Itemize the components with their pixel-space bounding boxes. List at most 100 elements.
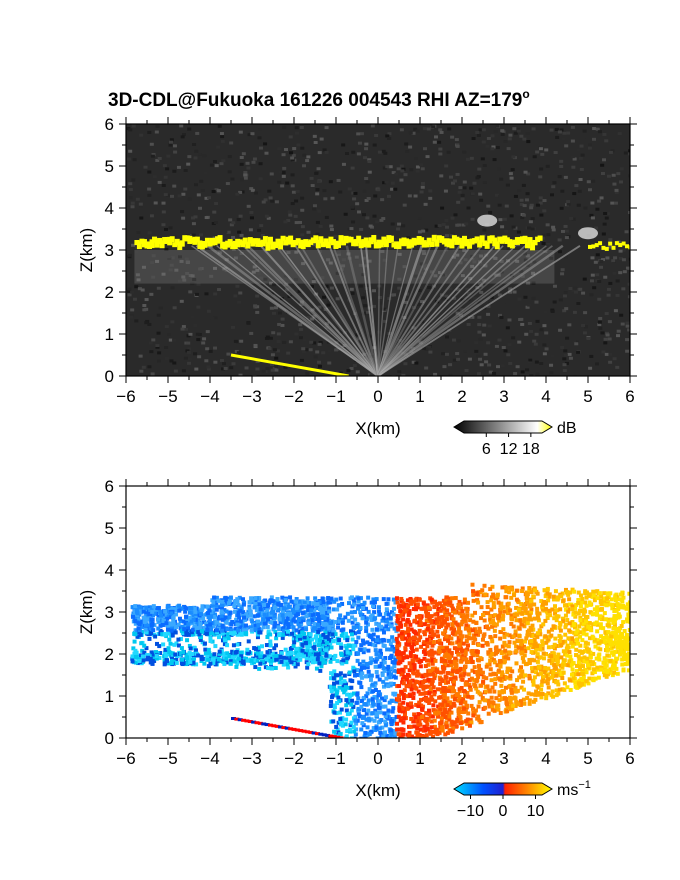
noise-pixel [498,194,503,198]
velocity-pixel-positive [450,596,455,601]
noise-pixel [149,142,154,146]
cloud-echo [343,235,349,244]
noise-pixel [128,182,133,186]
noise-pixel [264,214,269,218]
noise-pixel [567,323,572,327]
cloud-echo [494,241,500,250]
velocity-pixel-negative [240,623,245,628]
noise-pixel [266,216,271,220]
velocity-pixel-positive [529,590,534,595]
velocity-pixel-negative [310,637,315,642]
noise-pixel [369,373,374,376]
velocity-pixel-positive [627,591,630,596]
velocity-pixel-positive [611,652,616,657]
velocity-pixel-negative [247,600,252,605]
velocity-pixel-negative [233,630,238,635]
velocity-pixel-negative [382,668,387,673]
velocity-pixel-negative [203,651,208,656]
beam-streak [345,245,380,376]
velocity-pixel-negative [176,637,181,642]
noise-pixel [282,340,287,344]
velocity-pixel-negative [236,656,241,661]
velocity-pixel-negative [161,642,166,647]
noise-pixel [361,296,366,300]
velocity-pixel-negative [151,652,156,657]
velocity-pixel-positive [445,608,450,613]
velocity-pixel-negative [300,642,305,647]
velocity-pixel-negative [344,717,349,722]
velocity-pixel-negative [210,639,215,644]
velocity-pixel-positive [579,650,584,655]
noise-pixel [257,136,262,140]
velocity-pixel-negative [349,685,354,690]
noise-pixel [196,305,201,309]
velocity-pixel-negative [337,699,342,704]
velocity-pixel-negative [359,699,364,704]
velocity-pixel-negative [321,608,326,613]
beam-streak [376,245,424,376]
velocity-pixel-positive [458,638,463,643]
velocity-pixel-positive [471,641,476,646]
velocity-pixel-positive [408,622,413,627]
velocity-pixel-positive [435,687,440,692]
velocity-pixel-negative [321,639,326,644]
noise-pixel [513,372,518,376]
velocity-pixel-negative [333,632,338,637]
cloud-echo [472,238,478,244]
velocity-pixel-negative [384,601,389,606]
velocity-pixel-negative [274,643,279,648]
velocity-pixel-negative [184,629,189,634]
velocity-pixel-negative [232,604,237,609]
velocity-pixel-positive [587,676,592,681]
velocity-pixel-positive [614,640,619,645]
noise-pixel [217,251,222,255]
noise-pixel [441,223,446,227]
noise-pixel [324,126,329,130]
velocity-pixel-positive [523,649,528,654]
beam-streak [234,245,379,376]
noise-pixel [194,149,199,153]
velocity-pixel-negative [199,608,204,613]
noise-pixel [341,162,346,166]
noise-pixel [278,170,283,174]
velocity-pixel-negative [362,734,367,738]
noise-pixel [317,209,322,213]
noise-pixel [400,169,405,173]
velocity-pixel-positive [411,599,416,604]
noise-pixel [368,224,373,228]
noise-pixel [497,293,502,297]
velocity-pixel-negative [173,652,178,657]
velocity-pixel-negative [163,650,168,655]
velocity-pixel-negative [368,661,373,666]
cloud-echo [285,236,291,245]
noise-pixel [611,259,616,263]
velocity-pixel-negative [141,609,146,614]
velocity-pixel-negative [159,613,164,618]
noise-pixel [335,297,340,301]
noise-pixel [126,157,131,161]
noise-pixel [625,349,630,353]
cloud-echo [245,241,251,249]
noise-pixel [280,323,285,327]
cloud-echo [404,238,410,245]
noise-pixel [590,273,595,277]
noise-pixel [237,300,242,304]
velocity-pixel-negative [222,661,227,666]
noise-pixel [375,220,380,224]
velocity-pixel-negative [336,625,341,630]
velocity-pixel-negative [226,601,231,606]
cloud-echo [535,236,541,243]
velocity-pixel-positive [455,646,460,651]
cloud-echo [169,236,175,243]
velocity-pixel-negative [380,663,385,668]
velocity-pixel-negative [207,608,212,613]
noise-pixel [173,369,178,373]
noise-pixel [597,323,602,327]
velocity-pixel-negative [313,634,318,639]
velocity-pixel-positive [436,634,441,639]
noise-pixel [128,196,133,200]
noise-pixel [238,373,243,376]
velocity-pixel-negative [317,607,322,612]
velocity-pixel-positive [472,627,477,632]
velocity-pixel-negative [184,621,189,626]
